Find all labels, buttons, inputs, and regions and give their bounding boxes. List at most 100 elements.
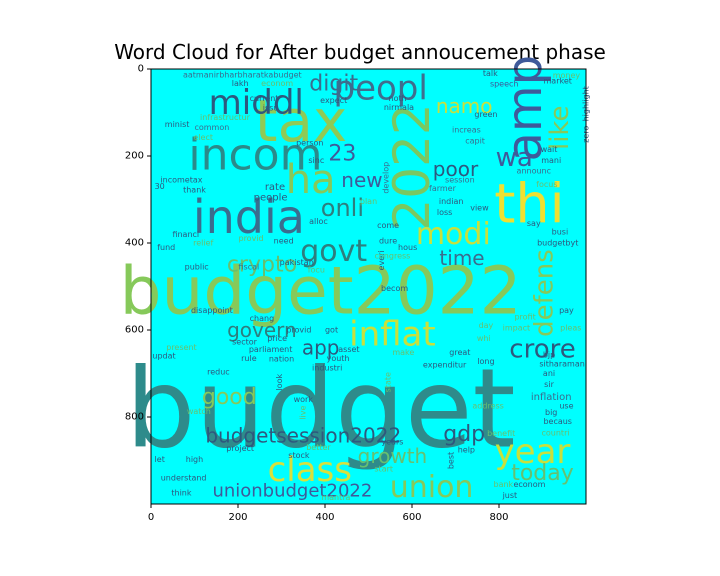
word-focus: focus xyxy=(536,180,557,189)
word-speech: speech xyxy=(490,80,519,89)
y-tick-label: 200 xyxy=(125,151,144,162)
word-say: say xyxy=(527,219,541,228)
word-lakh: lakh xyxy=(232,79,249,88)
word-incom: incom xyxy=(188,130,322,181)
word-disappoint: disappoint xyxy=(191,306,233,315)
y-tick-label: 0 xyxy=(138,64,144,75)
word-hous: hous xyxy=(398,243,417,252)
plot-area xyxy=(151,69,586,504)
word-sitharaman: sitharaman xyxy=(539,359,584,368)
word-day: day xyxy=(479,321,494,330)
word-farmer: farmer xyxy=(429,184,457,193)
word-state: state xyxy=(384,372,393,392)
word-address: address xyxy=(472,402,503,411)
word-people: people xyxy=(254,193,288,204)
word-pay: pay xyxy=(559,306,574,315)
word-high: high xyxy=(186,455,203,464)
word-time: time xyxy=(439,246,484,270)
x-tick-label: 200 xyxy=(228,512,247,523)
word-ani: ani xyxy=(543,369,555,378)
word-bjp: bjp xyxy=(543,351,555,360)
word-develop: develop xyxy=(381,162,390,194)
word-countri: countri xyxy=(542,429,570,438)
word-start: start xyxy=(374,465,393,474)
word-budgetbyt: budgetbyt xyxy=(537,239,578,248)
word-everi: everi xyxy=(377,250,386,270)
word-money: money xyxy=(553,71,581,80)
word-becaus: becaus xyxy=(543,417,572,426)
word-govern: govern xyxy=(227,318,297,342)
word-gdp: gdp xyxy=(443,422,485,447)
x-tick-label: 800 xyxy=(489,512,508,523)
word-watch: watch xyxy=(187,407,211,416)
word-incometax: incometax xyxy=(160,175,202,184)
word-got: got xyxy=(325,326,338,335)
word-issu: issu xyxy=(263,104,279,113)
word-becom: becom xyxy=(381,284,408,293)
word-sector: sector xyxy=(232,338,258,347)
word-new: new xyxy=(341,168,382,192)
word-year: year xyxy=(495,432,571,472)
word-chang: chang xyxy=(250,314,275,323)
word-23: 23 xyxy=(328,141,356,166)
word-nirmala: nirmala xyxy=(384,103,414,112)
word-make: make xyxy=(392,348,414,357)
word-rate: rate xyxy=(265,182,285,193)
word-defens: defens xyxy=(530,249,560,337)
word-youth: youth xyxy=(327,354,350,363)
word-middl: middl xyxy=(209,83,304,123)
word-years: years xyxy=(381,438,403,447)
word-mani: mani xyxy=(541,156,561,165)
word-pakistan: pakistan xyxy=(280,258,314,267)
word-congress: congress xyxy=(375,252,411,261)
word-market: market xyxy=(544,77,572,86)
word-financi: financi xyxy=(172,230,199,239)
word-great: great xyxy=(449,348,470,357)
word-30: 30 xyxy=(155,182,165,191)
word-long: long xyxy=(477,357,494,366)
word-sir: sir xyxy=(544,380,554,389)
word-understand: understand xyxy=(161,473,207,482)
word-alloc: alloc xyxy=(309,217,328,226)
word-work: work xyxy=(294,395,314,404)
word-announc: announc xyxy=(517,167,551,176)
word-session: session xyxy=(445,175,475,184)
word-present: present xyxy=(166,343,196,352)
word-budget2022: budget2022 xyxy=(120,252,522,329)
word-use: use xyxy=(559,402,573,411)
word-peopl: peopl xyxy=(334,69,428,109)
chart-title: Word Cloud for After budget annoucement … xyxy=(114,40,606,64)
word-impact: impact xyxy=(503,323,531,332)
word-thank: thank xyxy=(183,185,206,194)
word-dure: dure xyxy=(379,236,397,245)
word-expect: expect xyxy=(320,96,347,105)
word-app: app xyxy=(302,335,340,359)
word-updat: updat xyxy=(152,352,175,361)
word-budget: budget xyxy=(126,344,516,472)
word-focu: focu xyxy=(308,265,325,274)
word-like: like xyxy=(545,105,575,150)
word-tax: tax xyxy=(255,87,348,155)
word-inflation: inflation xyxy=(531,392,572,403)
word-busi: busi xyxy=(552,228,569,237)
word-current: current xyxy=(250,94,279,103)
word-inflat: inflat xyxy=(349,314,436,354)
word-person: person xyxy=(296,138,323,147)
word-amp: amp xyxy=(497,55,553,162)
word-mantra: mantra xyxy=(321,493,350,502)
word-econom: econom xyxy=(513,480,545,489)
x-tick-label: 0 xyxy=(148,512,154,523)
word-plan: plan xyxy=(360,197,377,206)
word-ha: ha xyxy=(286,157,336,203)
word-provid: provid xyxy=(286,326,311,335)
y-tick-label: 800 xyxy=(125,412,144,423)
word-econom: econom xyxy=(261,79,293,88)
word-crore: crore xyxy=(509,335,575,365)
word-today: today xyxy=(511,461,574,486)
word-class: class xyxy=(268,450,352,490)
word-look: look xyxy=(275,374,284,391)
word-help: help xyxy=(458,446,475,455)
word-profit: profit xyxy=(514,312,535,321)
axes: 0 200 400 600 800 0 200 400 600 800 xyxy=(125,64,509,524)
